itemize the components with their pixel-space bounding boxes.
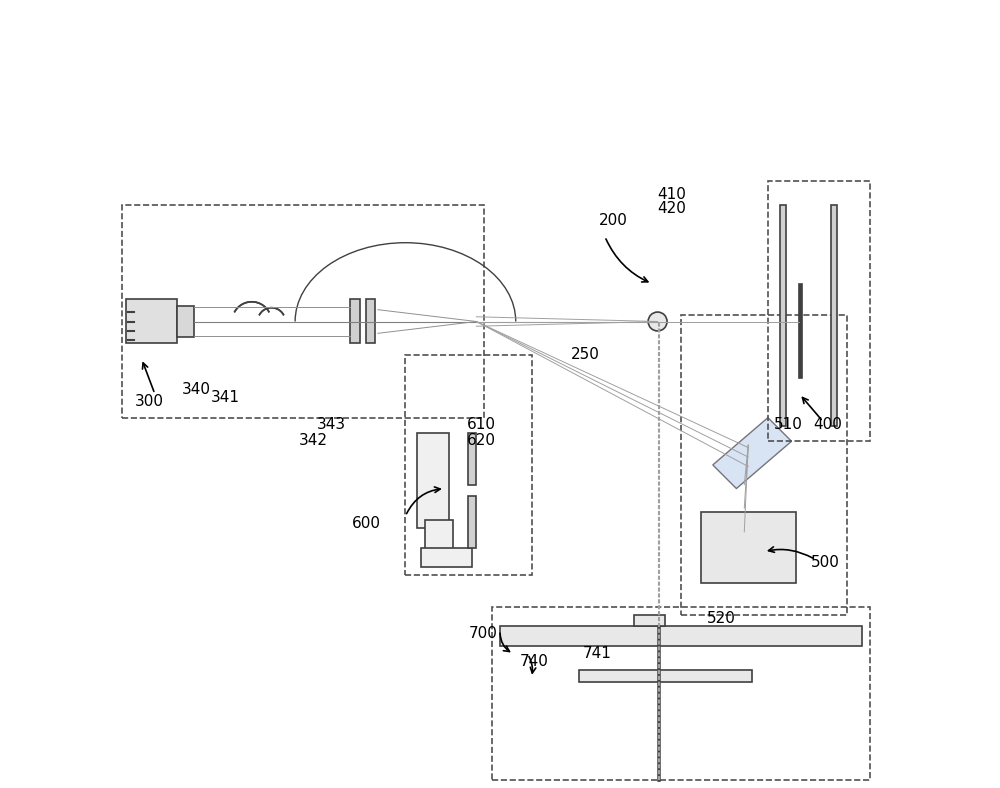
FancyBboxPatch shape: [780, 205, 786, 426]
FancyBboxPatch shape: [634, 615, 665, 626]
FancyBboxPatch shape: [701, 512, 796, 583]
FancyBboxPatch shape: [468, 433, 476, 485]
FancyBboxPatch shape: [468, 496, 476, 548]
FancyBboxPatch shape: [500, 626, 862, 646]
FancyBboxPatch shape: [421, 548, 472, 567]
Text: 300: 300: [135, 394, 164, 409]
Text: 520: 520: [706, 611, 735, 626]
FancyBboxPatch shape: [350, 299, 360, 343]
Text: 250: 250: [571, 347, 600, 362]
Text: 741: 741: [583, 646, 612, 661]
Text: 343: 343: [317, 418, 346, 433]
Text: 340: 340: [182, 382, 211, 397]
Text: 400: 400: [814, 418, 842, 433]
FancyBboxPatch shape: [579, 670, 752, 682]
FancyBboxPatch shape: [126, 299, 177, 343]
Text: 510: 510: [773, 418, 802, 433]
Text: 610: 610: [467, 418, 496, 433]
Text: 500: 500: [811, 556, 840, 571]
Text: 420: 420: [658, 201, 686, 216]
Text: 700: 700: [468, 626, 497, 641]
Text: 410: 410: [658, 187, 686, 202]
Text: 341: 341: [211, 390, 240, 405]
Text: 342: 342: [299, 433, 328, 448]
Polygon shape: [713, 418, 792, 489]
Text: 620: 620: [467, 433, 496, 448]
Text: 600: 600: [352, 516, 381, 531]
FancyBboxPatch shape: [799, 284, 802, 378]
FancyBboxPatch shape: [831, 205, 837, 426]
Circle shape: [648, 312, 667, 331]
Text: 200: 200: [598, 213, 627, 228]
FancyBboxPatch shape: [177, 306, 194, 337]
FancyBboxPatch shape: [425, 520, 453, 552]
FancyBboxPatch shape: [417, 433, 449, 528]
FancyBboxPatch shape: [366, 299, 375, 343]
Text: 740: 740: [520, 654, 549, 669]
